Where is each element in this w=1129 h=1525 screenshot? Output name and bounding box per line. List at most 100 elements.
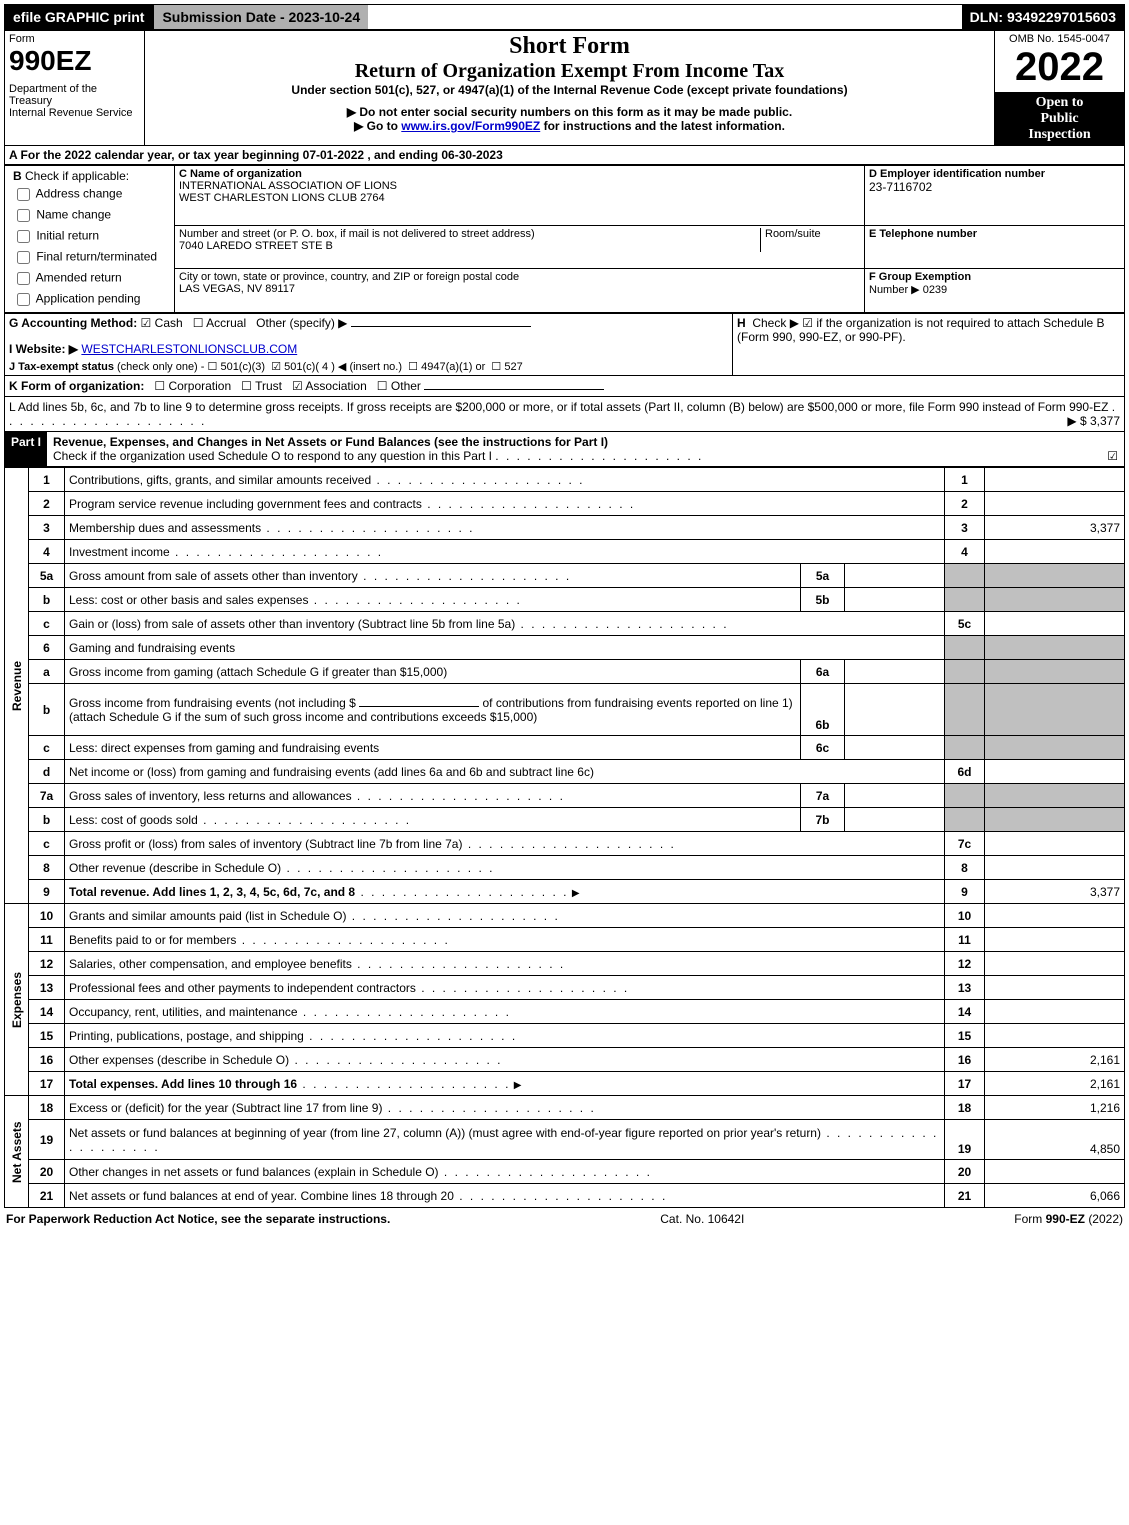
cb-no-sched-b[interactable] [802, 316, 813, 330]
ln-5c-num: c [29, 612, 65, 636]
ln-9-arrow-icon [572, 885, 580, 899]
ln-7c-num: c [29, 832, 65, 856]
ln-14-r: 14 [945, 1000, 985, 1024]
ln-5a-r-shaded [945, 564, 985, 588]
ln-13-val [985, 976, 1125, 1000]
ln-21-num: 21 [29, 1184, 65, 1208]
footer-mid: Cat. No. 10642I [390, 1212, 1014, 1226]
ln-6b-blank[interactable] [359, 706, 479, 707]
ln-1-val [985, 468, 1125, 492]
i-label: I Website: ▶ [9, 342, 78, 356]
cb-cash[interactable] [141, 316, 152, 330]
cb-final-return[interactable] [17, 251, 30, 264]
cb-other-org[interactable] [377, 379, 388, 393]
cb-trust[interactable] [241, 379, 252, 393]
ln-6d-r: 6d [945, 760, 985, 784]
cb-application-pending[interactable] [17, 293, 30, 306]
lbl-name-change: Name change [36, 208, 111, 222]
ln-10-desc: Grants and similar amounts paid (list in… [69, 909, 346, 923]
revenue-section-label: Revenue [5, 468, 29, 904]
h-check: Check ▶ [752, 316, 799, 330]
goto-link[interactable]: www.irs.gov/Form990EZ [401, 119, 540, 133]
ln-10-r: 10 [945, 904, 985, 928]
department: Department of the Treasury Internal Reve… [9, 83, 140, 119]
ln-21-r: 21 [945, 1184, 985, 1208]
ln-4-num: 4 [29, 540, 65, 564]
website-link[interactable]: WESTCHARLESTONLIONSCLUB.COM [81, 342, 297, 356]
ln-17-r: 17 [945, 1072, 985, 1096]
ln-16-desc: Other expenses (describe in Schedule O) [69, 1053, 289, 1067]
cb-accrual[interactable] [193, 316, 204, 330]
ln-10-val [985, 904, 1125, 928]
ln-9-val: 3,377 [985, 880, 1125, 904]
cb-address-change[interactable] [17, 188, 30, 201]
lbl-501c: 501(c)( 4 ) ◀ (insert no.) [284, 361, 402, 373]
ln-6a-num: a [29, 660, 65, 684]
ln-2-r: 2 [945, 492, 985, 516]
lbl-accrual: Accrual [206, 316, 246, 330]
ein-value: 23-7116702 [869, 180, 1120, 194]
ln-17-num: 17 [29, 1072, 65, 1096]
ln-3-val: 3,377 [985, 516, 1125, 540]
ln-21-desc: Net assets or fund balances at end of ye… [69, 1189, 454, 1203]
ln-7a-val-shaded [985, 784, 1125, 808]
ln-14-desc: Occupancy, rent, utilities, and maintena… [69, 1005, 298, 1019]
ln-13-desc: Professional fees and other payments to … [69, 981, 416, 995]
ln-20-num: 20 [29, 1160, 65, 1184]
section-a: A For the 2022 calendar year, or tax yea… [4, 146, 1125, 165]
ln-12-r: 12 [945, 952, 985, 976]
city-label: City or town, state or province, country… [179, 271, 860, 283]
ln-14-num: 14 [29, 1000, 65, 1024]
ln-21-val: 6,066 [985, 1184, 1125, 1208]
ln-6c-num: c [29, 736, 65, 760]
ln-7b-val-shaded [985, 808, 1125, 832]
cb-501c[interactable] [271, 361, 281, 373]
city-value: LAS VEGAS, NV 89117 [179, 283, 860, 295]
cb-initial-return[interactable] [17, 230, 30, 243]
cb-527[interactable] [491, 361, 501, 373]
ln-12-val [985, 952, 1125, 976]
other-specify-line[interactable] [351, 326, 531, 327]
cb-4947[interactable] [408, 361, 418, 373]
ln-10-num: 10 [29, 904, 65, 928]
ln-5b-desc: Less: cost or other basis and sales expe… [69, 593, 308, 607]
cb-501c3[interactable] [208, 361, 218, 373]
dln-label: DLN: 93492297015603 [962, 5, 1124, 29]
ln-6b-r-shaded [945, 684, 985, 736]
cb-association[interactable] [292, 379, 303, 393]
cb-corporation[interactable] [154, 379, 165, 393]
ln-7a-sv [845, 784, 945, 808]
ln-6a-sb: 6a [801, 660, 845, 684]
ln-6c-r-shaded [945, 736, 985, 760]
section-b-cell: B Check if applicable: Address change Na… [5, 166, 175, 313]
d-label: D Employer identification number [869, 168, 1120, 180]
ln-5a-val-shaded [985, 564, 1125, 588]
ln-6b-sb: 6b [801, 684, 845, 736]
ln-7a-r-shaded [945, 784, 985, 808]
other-org-line[interactable] [424, 389, 604, 390]
cb-schedule-o[interactable] [1107, 449, 1118, 463]
ln-1-r: 1 [945, 468, 985, 492]
ln-6a-desc: Gross income from gaming (attach Schedul… [69, 665, 447, 679]
lbl-association: Association [305, 379, 366, 393]
g-label: G Accounting Method: [9, 316, 137, 330]
ln-19-num: 19 [29, 1120, 65, 1160]
h-tail: if the organization is not required to a… [816, 316, 1104, 330]
ln-7a-num: 7a [29, 784, 65, 808]
ln-15-desc: Printing, publications, postage, and shi… [69, 1029, 304, 1043]
ln-7b-sb: 7b [801, 808, 845, 832]
section-e-cell: E Telephone number [865, 226, 1125, 269]
page-footer: For Paperwork Reduction Act Notice, see … [4, 1208, 1125, 1230]
cb-name-change[interactable] [17, 209, 30, 222]
h-forms: (Form 990, 990-EZ, or 990-PF). [737, 330, 1120, 344]
ln-5b-sb: 5b [801, 588, 845, 612]
j-sub: (check only one) - [117, 361, 204, 373]
ln-4-desc: Investment income [69, 545, 170, 559]
section-h-cell: H Check ▶ if the organization is not req… [733, 314, 1125, 376]
ln-5c-desc: Gain or (loss) from sale of assets other… [69, 617, 515, 631]
cb-amended-return[interactable] [17, 272, 30, 285]
efile-label[interactable]: efile GRAPHIC print [5, 5, 152, 29]
ln-16-num: 16 [29, 1048, 65, 1072]
ln-20-r: 20 [945, 1160, 985, 1184]
footer-right-tail: (2022) [1088, 1212, 1123, 1226]
